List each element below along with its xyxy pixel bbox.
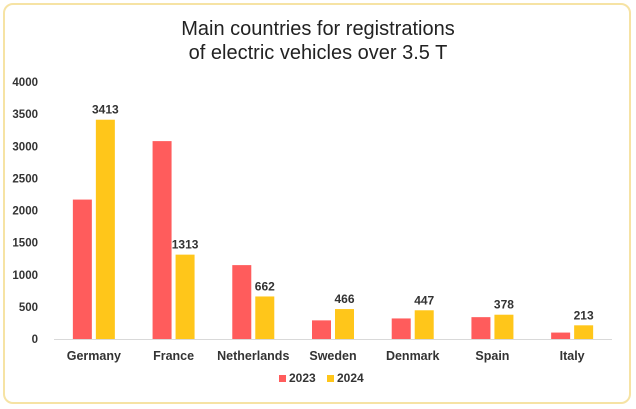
bar-2023-denmark <box>391 318 411 339</box>
data-label: 662 <box>255 279 275 293</box>
bar-2023-netherlands <box>232 265 252 339</box>
legend-label: 2023 <box>289 371 316 385</box>
bar-2024-italy <box>574 325 594 339</box>
x-tick-label: Germany <box>67 349 121 363</box>
data-label: 378 <box>494 298 514 312</box>
chart-title-line-1: Main countries for registrations <box>181 18 455 40</box>
bar-2024-sweden <box>335 309 354 339</box>
data-label: 1313 <box>172 238 199 252</box>
legend-swatch-2024 <box>327 375 334 382</box>
x-tick-label: Sweden <box>309 349 356 363</box>
bar-2024-germany <box>95 119 115 339</box>
data-label: 213 <box>574 308 594 322</box>
bar-2023-france <box>152 141 172 339</box>
y-tick-label: 1500 <box>12 238 38 250</box>
x-tick-label: Spain <box>475 349 509 363</box>
y-tick-label: 3500 <box>12 109 38 121</box>
y-tick-label: 500 <box>19 302 38 314</box>
y-tick-label: 2500 <box>12 173 38 185</box>
bar-2024-netherlands <box>255 296 275 339</box>
bar-2024-spain <box>494 314 514 339</box>
bar-2024-denmark <box>414 310 434 339</box>
data-label: 447 <box>414 293 434 307</box>
bar-2024-france <box>175 254 195 339</box>
bar-2023-germany <box>72 199 92 339</box>
bar-2023-spain <box>471 317 491 339</box>
y-tick-label: 4000 <box>12 77 38 89</box>
legend-label: 2024 <box>337 371 364 385</box>
x-tick-label: France <box>153 349 194 363</box>
bar-2023-sweden <box>312 320 331 339</box>
x-tick-label: Denmark <box>386 349 440 363</box>
chart-title-line-2: of electric vehicles over 3.5 T <box>188 42 448 64</box>
y-tick-label: 1000 <box>12 270 38 282</box>
legend-swatch-2023 <box>279 375 286 382</box>
y-tick-label: 2000 <box>12 206 38 218</box>
data-label: 3413 <box>92 103 119 117</box>
y-tick-label: 0 <box>32 334 38 346</box>
y-tick-label: 3000 <box>12 141 38 153</box>
x-tick-label: Netherlands <box>217 349 289 363</box>
bar-2023-italy <box>551 332 571 339</box>
data-label: 466 <box>334 292 354 306</box>
x-tick-label: Italy <box>560 349 585 363</box>
